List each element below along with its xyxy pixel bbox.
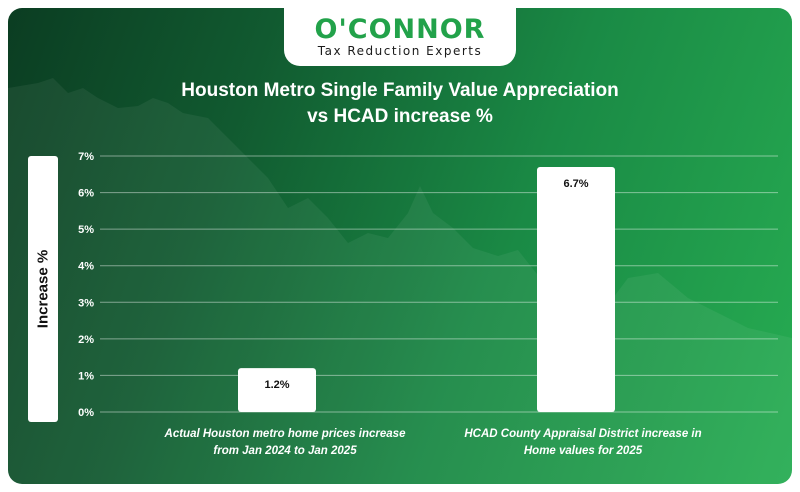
y-axis-label-box	[28, 156, 58, 422]
y-tick-label: 1%	[78, 370, 94, 382]
bar-data-label: 6.7%	[563, 178, 588, 190]
category-label-2-line1: HCAD County Appraisal District increase …	[464, 428, 702, 440]
chart-subtitle: vs HCAD increase %	[307, 106, 493, 127]
category-label-1: Actual Houston metro home prices increas…	[140, 426, 430, 460]
brand-logo: O'CONNOR	[314, 14, 486, 45]
category-label-2-line2: Home values for 2025	[523, 445, 643, 457]
logo-tab: O'CONNOR Tax Reduction Experts	[284, 8, 516, 66]
bar-chart-plot: 0% 1% 2% 3% 4% 5% 6% 7% 1.2% 6.7%	[78, 151, 778, 419]
y-tick-label: 4%	[78, 261, 94, 273]
chart-title: Houston Metro Single Family Value Apprec…	[181, 80, 619, 101]
category-label-1-line1: Actual Houston metro home prices increas…	[164, 428, 406, 440]
y-tick-label: 5%	[78, 224, 94, 236]
y-tick-label: 3%	[78, 297, 94, 309]
category-label-2: HCAD County Appraisal District increase …	[438, 426, 728, 460]
y-tick-label: 2%	[78, 334, 94, 346]
brand-tagline: Tax Reduction Experts	[317, 44, 483, 58]
category-label-1-line2: from Jan 2024 to Jan 2025	[213, 445, 357, 457]
bar	[238, 368, 316, 412]
y-tick-label: 0%	[78, 407, 94, 419]
chart-card: O'CONNOR Tax Reduction Experts Houston M…	[8, 8, 792, 484]
bar-data-label: 1.2%	[264, 379, 289, 391]
y-tick-label: 6%	[78, 188, 94, 200]
y-tick-label: 7%	[78, 151, 94, 163]
bar	[537, 166, 615, 412]
